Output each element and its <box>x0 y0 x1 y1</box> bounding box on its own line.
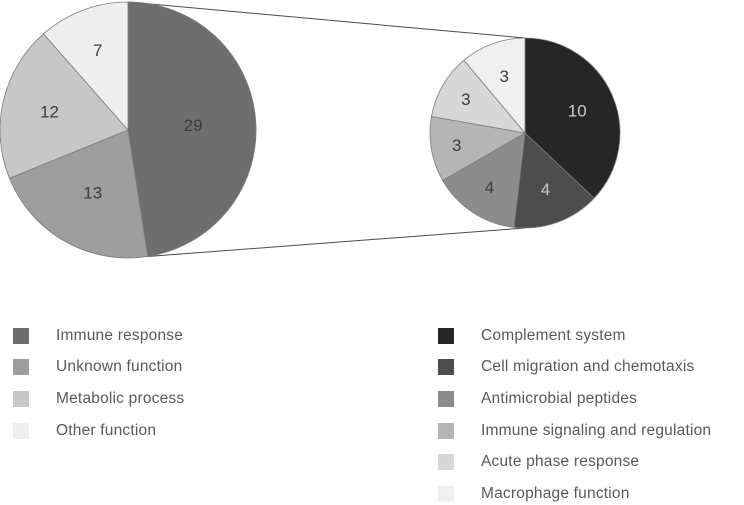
legend-item-metabolic-process: Metabolic process <box>13 383 184 415</box>
slice-value-label: 7 <box>93 41 102 60</box>
legend-left: Immune response Unknown function Metabolic… <box>13 320 184 446</box>
legend-label: Other function <box>56 421 157 439</box>
pie-slice-immune-signaling-and-regulation <box>429 116 526 181</box>
legend-item-other-function: Other function <box>13 415 184 447</box>
pie-slice-unknown-function <box>9 129 149 259</box>
legend-swatch <box>438 454 454 471</box>
protein-functional-categories-pie: 29 13 12 7 <box>0 1 257 259</box>
legend-label: Metabolic process <box>56 389 185 407</box>
slice-value-label: 29 <box>184 116 203 135</box>
pie-slice-cell-migration-and-chemotaxis <box>513 132 595 229</box>
immune-response-breakdown-pie: 10 4 4 3 3 3 <box>429 37 621 229</box>
legend-item-antimicrobial-peptides: Antimicrobial peptides <box>438 383 711 415</box>
legend-swatch <box>13 327 29 344</box>
slice-value-label: 12 <box>40 102 59 121</box>
slice-value-label: 13 <box>83 183 102 202</box>
legend-swatch <box>438 485 454 502</box>
legend-swatch <box>438 422 454 439</box>
legend-label: Acute phase response <box>481 453 640 471</box>
legend-right: Complement system Cell migration and chem… <box>438 320 711 505</box>
slice-value-label: 3 <box>499 67 508 86</box>
legend-swatch <box>13 359 29 376</box>
explode-connector-line-bottom <box>147 227 526 257</box>
pie-slice-metabolic-process <box>0 33 129 179</box>
legend-item-acute-phase-response: Acute phase response <box>438 446 711 478</box>
slice-value-label: 4 <box>541 180 550 199</box>
legend-item-macrophage-function: Macrophage function <box>438 478 711 505</box>
legend-item-immune-signaling-and-regulation: Immune signaling and regulation <box>438 415 711 447</box>
legend-swatch <box>13 422 29 439</box>
legend-item-immune-response: Immune response <box>13 320 184 352</box>
legend-swatch <box>438 359 454 376</box>
slice-value-label: 10 <box>568 101 587 120</box>
legend-label: Cell migration and chemotaxis <box>481 358 695 376</box>
legend-swatch <box>438 390 454 407</box>
legend-item-cell-migration-and-chemotaxis: Cell migration and chemotaxis <box>438 352 711 384</box>
legend-swatch <box>13 390 29 407</box>
pie-slice-other-function <box>43 1 129 131</box>
pie-slice-immune-response <box>127 1 257 257</box>
legend-label: Immune response <box>56 326 184 344</box>
legend-swatch <box>438 327 454 344</box>
legend-label: Antimicrobial peptides <box>481 389 638 407</box>
explode-connector-line-top <box>127 1 526 39</box>
legend-label: Unknown function <box>56 358 183 376</box>
slice-value-label: 3 <box>461 90 470 109</box>
pie-slice-complement-system <box>524 37 621 199</box>
slice-value-label: 3 <box>452 136 461 155</box>
legend-item-complement-system: Complement system <box>438 320 711 352</box>
legend-label: Immune signaling and regulation <box>481 421 712 439</box>
legend-label: Macrophage function <box>481 484 630 502</box>
pie-slice-acute-phase-response <box>431 59 526 134</box>
pie-slice-macrophage-function <box>463 37 526 134</box>
slice-value-label: 4 <box>485 178 494 197</box>
legend-item-unknown-function: Unknown function <box>13 352 184 384</box>
pie-slice-antimicrobial-peptides <box>442 132 526 228</box>
legend-label: Complement system <box>481 326 626 344</box>
